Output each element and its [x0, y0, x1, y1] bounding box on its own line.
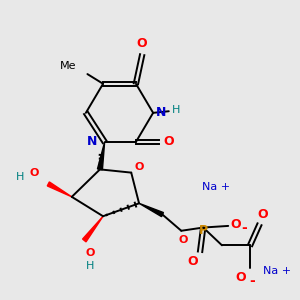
Text: H: H	[86, 261, 95, 271]
Text: O: O	[86, 248, 95, 258]
Text: O: O	[164, 135, 174, 148]
Text: O: O	[236, 271, 246, 284]
Polygon shape	[47, 182, 72, 197]
Text: O: O	[178, 236, 188, 245]
Text: N: N	[86, 135, 97, 148]
Text: Na +: Na +	[262, 266, 291, 276]
Text: O: O	[257, 208, 268, 221]
Text: Me: Me	[60, 61, 76, 71]
Polygon shape	[82, 216, 103, 242]
Text: O: O	[187, 255, 197, 268]
Text: O: O	[137, 37, 148, 50]
Polygon shape	[98, 142, 105, 170]
Text: -: -	[241, 220, 247, 235]
Text: H: H	[172, 105, 180, 115]
Text: O: O	[231, 218, 242, 231]
Text: H: H	[16, 172, 24, 182]
Text: O: O	[30, 168, 39, 178]
Text: O: O	[134, 162, 144, 172]
Text: P: P	[199, 224, 208, 237]
Polygon shape	[139, 203, 164, 217]
Text: Na +: Na +	[202, 182, 230, 192]
Text: N: N	[156, 106, 167, 119]
Text: -: -	[249, 274, 255, 288]
